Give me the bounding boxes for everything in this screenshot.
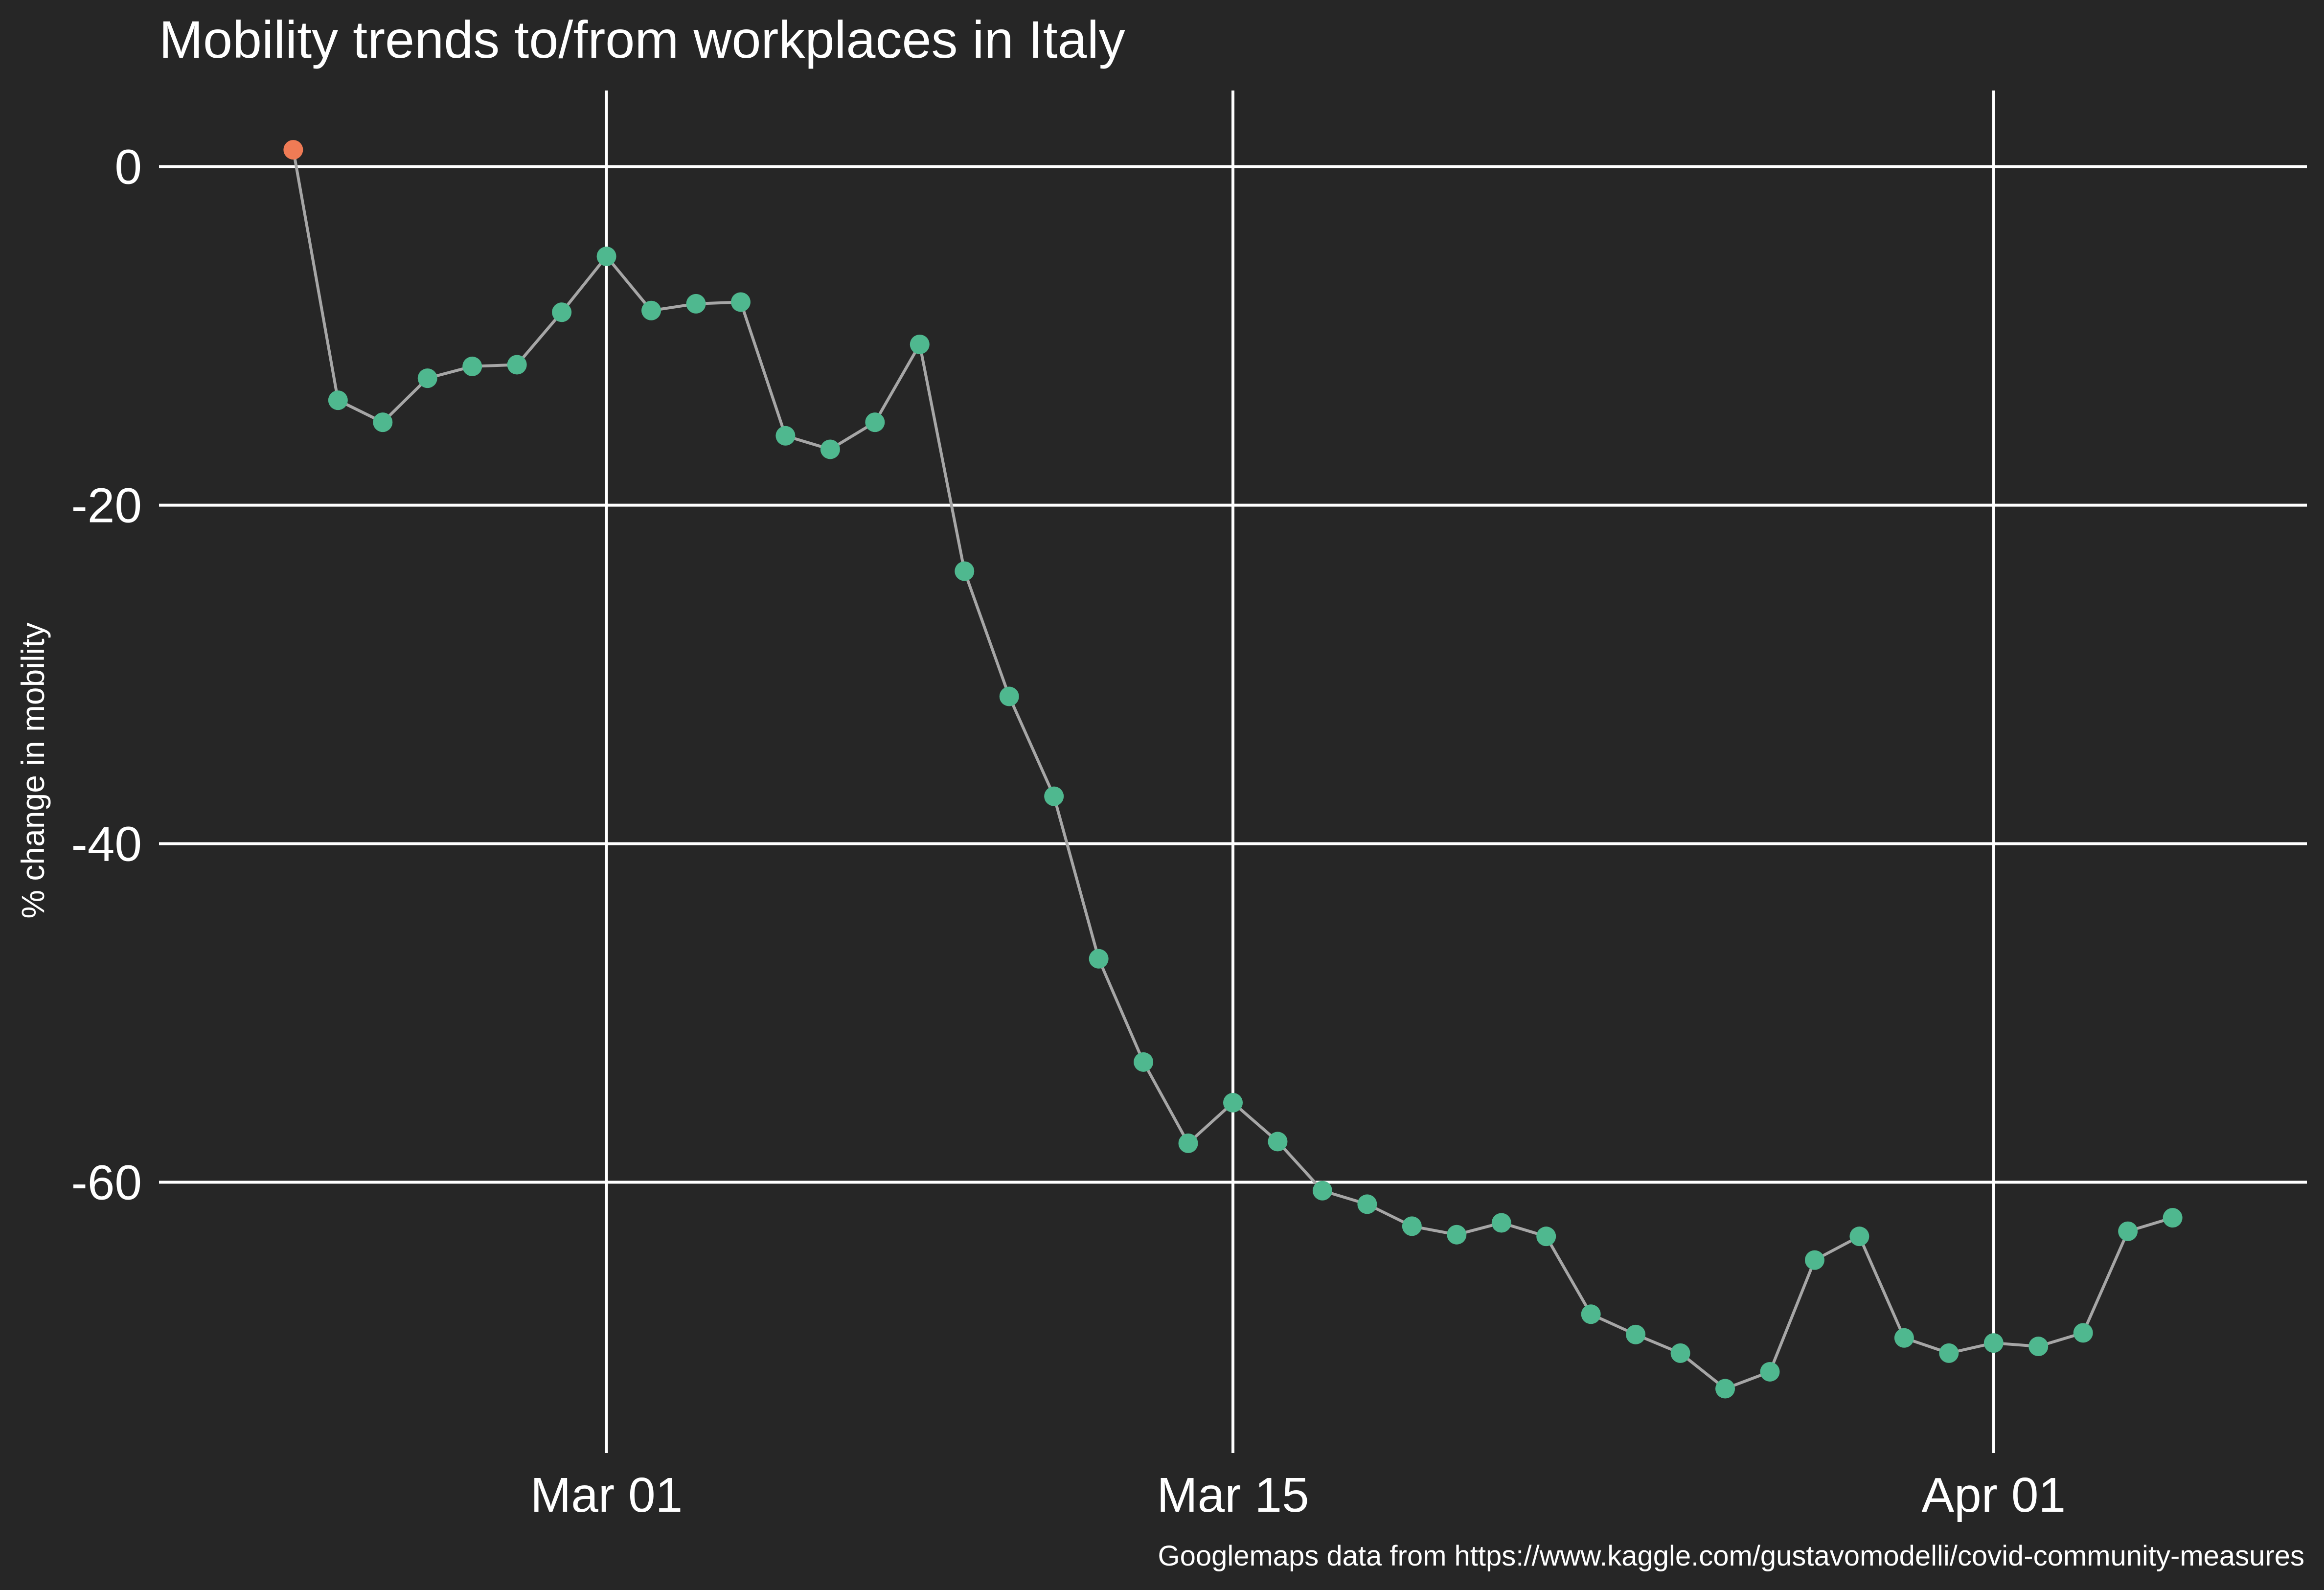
- data-point: [1626, 1324, 1646, 1344]
- data-point: [641, 300, 661, 320]
- data-point: [1715, 1379, 1735, 1399]
- grid-layer: [159, 91, 2307, 1453]
- x-tick-label: Mar 01: [530, 1468, 683, 1522]
- x-axis-ticks: Mar 01 Mar 15 Apr 01: [530, 1468, 2066, 1522]
- data-point: [820, 439, 840, 459]
- y-tick-label: -20: [71, 478, 142, 533]
- data-point: [730, 292, 751, 312]
- y-tick-label: -40: [71, 817, 142, 872]
- data-point: [1760, 1362, 1780, 1382]
- data-point: [373, 412, 393, 432]
- data-point: [507, 355, 527, 375]
- data-point: [999, 686, 1019, 706]
- data-point: [1178, 1133, 1198, 1153]
- chart-caption: Googlemaps data from https://www.kaggle.…: [1158, 1540, 2304, 1572]
- data-point: [1312, 1181, 1332, 1201]
- x-tick-label: Mar 15: [1157, 1468, 1309, 1522]
- data-point: [1983, 1333, 2004, 1353]
- data-point: [1491, 1213, 1511, 1233]
- data-point: [775, 426, 796, 446]
- x-tick-label: Apr 01: [1921, 1468, 2066, 1522]
- data-point: [1089, 949, 1109, 969]
- data-point: [1268, 1132, 1288, 1152]
- y-axis-label: % change in mobility: [15, 622, 51, 918]
- data-point: [1849, 1227, 1869, 1247]
- data-point: [2073, 1323, 2093, 1343]
- data-point: [2028, 1337, 2049, 1357]
- data-point: [2163, 1208, 2183, 1228]
- data-point: [596, 247, 616, 267]
- data-point: [686, 294, 706, 314]
- data-point: [1402, 1216, 1422, 1236]
- chart-title: Mobility trends to/from workplaces in It…: [159, 10, 1125, 69]
- data-point: [2118, 1221, 2138, 1241]
- data-point: [1536, 1227, 1556, 1247]
- data-points: [283, 140, 2183, 1399]
- y-tick-label: -60: [71, 1155, 142, 1210]
- data-point: [865, 412, 885, 432]
- data-point-highlight: [283, 140, 303, 160]
- y-tick-label: 0: [114, 140, 142, 195]
- data-point: [1357, 1194, 1377, 1214]
- data-point: [1670, 1343, 1690, 1363]
- data-point: [1804, 1250, 1824, 1270]
- data-point: [1447, 1225, 1467, 1245]
- data-point: [1894, 1328, 1914, 1348]
- data-point: [1939, 1343, 1959, 1363]
- data-point: [1223, 1092, 1243, 1113]
- y-axis-ticks: 0 -20 -40 -60: [71, 140, 142, 1210]
- data-point: [552, 302, 572, 322]
- data-point: [1044, 786, 1064, 806]
- data-point: [910, 334, 930, 354]
- data-point: [462, 356, 482, 376]
- data-point: [1581, 1304, 1601, 1324]
- data-point: [417, 368, 437, 388]
- data-point: [955, 561, 975, 581]
- data-point: [1134, 1052, 1154, 1072]
- data-point: [328, 390, 348, 410]
